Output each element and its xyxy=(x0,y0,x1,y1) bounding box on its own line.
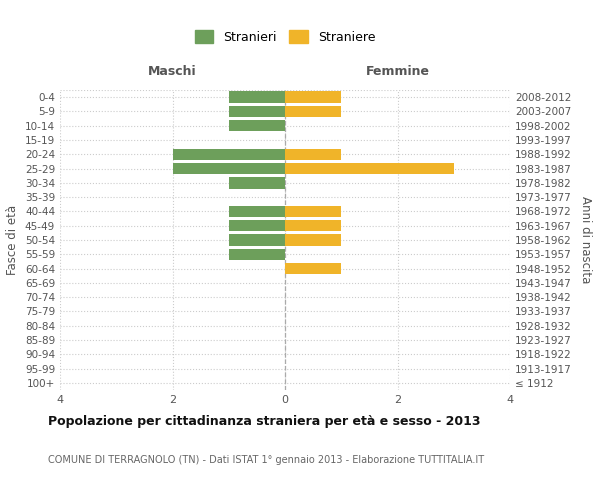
Bar xyxy=(229,234,285,246)
Bar xyxy=(285,163,454,174)
Bar xyxy=(229,206,285,217)
Bar xyxy=(229,177,285,188)
Text: COMUNE DI TERRAGNOLO (TN) - Dati ISTAT 1° gennaio 2013 - Elaborazione TUTTITALIA: COMUNE DI TERRAGNOLO (TN) - Dati ISTAT 1… xyxy=(48,455,484,465)
Bar xyxy=(229,220,285,232)
Bar xyxy=(285,220,341,232)
Bar xyxy=(173,148,285,160)
Bar xyxy=(229,106,285,117)
Bar xyxy=(285,106,341,117)
Bar xyxy=(285,148,341,160)
Y-axis label: Fasce di età: Fasce di età xyxy=(7,205,19,275)
Text: Popolazione per cittadinanza straniera per età e sesso - 2013: Popolazione per cittadinanza straniera p… xyxy=(48,415,481,428)
Bar xyxy=(229,120,285,132)
Legend: Stranieri, Straniere: Stranieri, Straniere xyxy=(194,30,376,44)
Bar xyxy=(285,92,341,103)
Bar xyxy=(229,248,285,260)
Bar xyxy=(285,206,341,217)
Y-axis label: Anni di nascita: Anni di nascita xyxy=(580,196,592,284)
Bar xyxy=(229,92,285,103)
Bar xyxy=(285,234,341,246)
Text: Maschi: Maschi xyxy=(148,65,197,78)
Text: Femmine: Femmine xyxy=(365,65,430,78)
Bar xyxy=(285,263,341,274)
Bar xyxy=(173,163,285,174)
